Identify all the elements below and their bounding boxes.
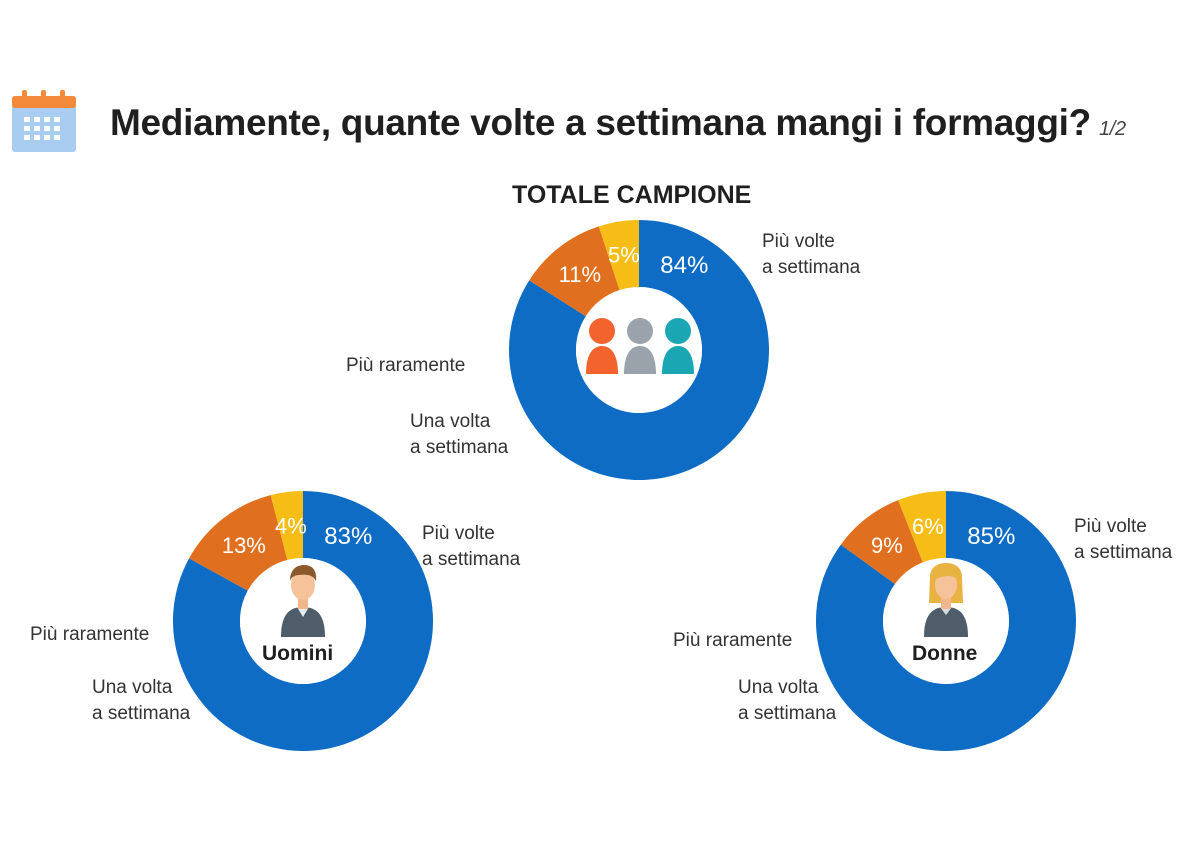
label-piu-volte-total: Più volte a settimana bbox=[762, 231, 861, 278]
woman-avatar-icon bbox=[924, 563, 968, 637]
header: Mediamente, quante volte a settimana man… bbox=[10, 88, 1190, 158]
data-label-piu-raramente: 5% bbox=[608, 243, 640, 268]
label-piu-raramente-uomini: Più raramente bbox=[30, 624, 150, 645]
slice-una-volta bbox=[529, 226, 620, 317]
data-label-piu-raramente: 6% bbox=[912, 514, 944, 539]
data-label-piu-volte: 85% bbox=[967, 523, 1015, 550]
slice-piu-raramente bbox=[598, 220, 639, 291]
label-piu-volte-donne: Più volte a settimana bbox=[1074, 516, 1173, 563]
data-label-una-volta: 13% bbox=[222, 533, 266, 558]
man-avatar-icon bbox=[281, 565, 325, 637]
label-piu-raramente-donne: Più raramente bbox=[673, 630, 793, 651]
data-label-piu-raramente: 4% bbox=[275, 513, 307, 538]
label-una-volta-donne: Una volta a settimana bbox=[738, 677, 837, 724]
people-group-icon bbox=[586, 318, 694, 374]
page-number: 1/2 bbox=[1098, 118, 1126, 140]
page-title: Mediamente, quante volte a settimana man… bbox=[110, 102, 1126, 143]
slice-piu-raramente bbox=[270, 491, 303, 560]
chart-title-uomini: Uomini bbox=[262, 642, 334, 665]
slice-piu-volte bbox=[816, 491, 1076, 751]
slice-piu-raramente bbox=[898, 491, 946, 563]
chart-title-total: TOTALE CAMPIONE bbox=[512, 181, 752, 209]
calendar-icon bbox=[12, 90, 76, 152]
data-label-piu-volte: 84% bbox=[660, 252, 708, 279]
label-una-volta-uomini: Una volta a settimana bbox=[92, 677, 191, 724]
slice-una-volta bbox=[189, 495, 288, 591]
data-label-una-volta: 11% bbox=[559, 262, 601, 287]
label-piu-raramente-total: Più raramente bbox=[346, 355, 466, 376]
label-una-volta-total: Una volta a settimana bbox=[410, 411, 509, 458]
data-label-una-volta: 9% bbox=[871, 533, 903, 558]
label-piu-volte-uomini: Più volte a settimana bbox=[422, 523, 521, 570]
slice-una-volta bbox=[840, 500, 923, 584]
chart-title-donne: Donne bbox=[912, 642, 978, 665]
slice-piu-volte bbox=[172, 491, 433, 751]
data-label-piu-volte: 83% bbox=[324, 523, 372, 550]
slice-piu-volte bbox=[508, 220, 769, 480]
